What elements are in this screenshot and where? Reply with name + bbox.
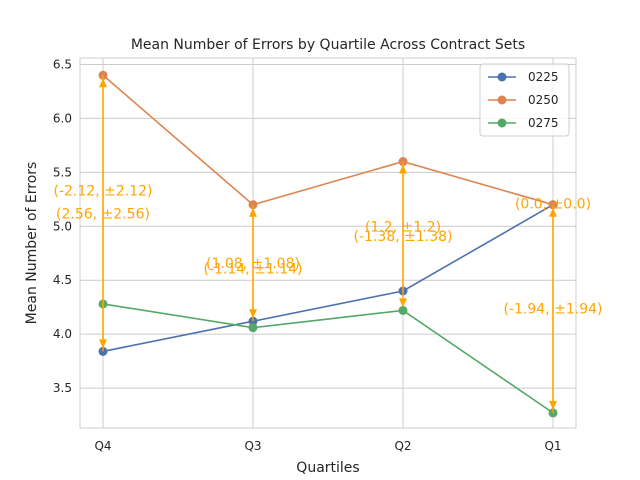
annotation-label: (-1.14, ±1.14) <box>204 261 303 277</box>
legend-marker <box>497 118 507 128</box>
y-tick-label: 3.5 <box>53 381 72 395</box>
annotation-label: (2.56, ±2.56) <box>56 206 150 222</box>
tick-layer: 3.5 4.0 4.5 5.0 5.5 6.0 6.5 Q4 Q3 Q2 Q1 <box>53 57 562 453</box>
series-point <box>398 305 408 315</box>
y-tick-label: 6.0 <box>53 111 72 125</box>
legend-marker <box>497 72 507 82</box>
series-point <box>248 323 258 333</box>
series-line <box>102 74 554 206</box>
legend-label: 0275 <box>528 116 559 130</box>
error-arrow-head <box>249 309 257 319</box>
x-tick-label: Q4 <box>94 439 111 453</box>
legend: 0225 0250 0275 <box>479 63 570 137</box>
x-axis-title: Quartiles <box>296 460 359 476</box>
annotation-label: (1.08, ±1.08) <box>206 256 300 272</box>
annotation-label: (-2.12, ±2.12) <box>54 184 153 200</box>
error-arrow-head <box>399 298 407 308</box>
legend-label: 0250 <box>528 93 559 107</box>
y-tick-label: 6.5 <box>53 57 72 71</box>
y-tick-label: 5.0 <box>53 219 72 233</box>
series-layer <box>98 70 558 418</box>
annotation-label: (1.2, ±1.2) <box>365 219 441 235</box>
x-tick-label: Q1 <box>544 439 561 453</box>
series-line <box>102 303 554 414</box>
plot-frame <box>79 57 577 429</box>
y-tick-label: 4.0 <box>53 327 72 341</box>
series-line <box>102 204 554 353</box>
error-arrow-head <box>99 339 107 349</box>
legend-marker <box>497 95 507 105</box>
error-arrow-head <box>549 400 557 410</box>
x-tick-label: Q2 <box>394 439 411 453</box>
annotation-label: (-1.94, ±1.94) <box>504 301 603 317</box>
legend-box <box>479 63 570 137</box>
arrow-layer <box>99 75 557 413</box>
chart-title: Mean Number of Errors by Quartile Across… <box>131 37 525 53</box>
y-tick-label: 5.5 <box>53 165 72 179</box>
annotation-label: (-1.38, ±1.38) <box>354 229 453 245</box>
legend-items: 0225 0250 0275 <box>488 70 559 130</box>
x-tick-label: Q3 <box>244 439 261 453</box>
annotation-label: (0.0, ±0.0) <box>515 197 591 213</box>
legend-label: 0225 <box>528 70 559 84</box>
y-tick-label: 4.5 <box>53 273 72 287</box>
y-axis-title: Mean Number of Errors <box>24 162 40 325</box>
annotation-layer: (-2.12, ±2.12) (2.56, ±2.56) (1.08, ±1.08)… <box>54 184 603 318</box>
